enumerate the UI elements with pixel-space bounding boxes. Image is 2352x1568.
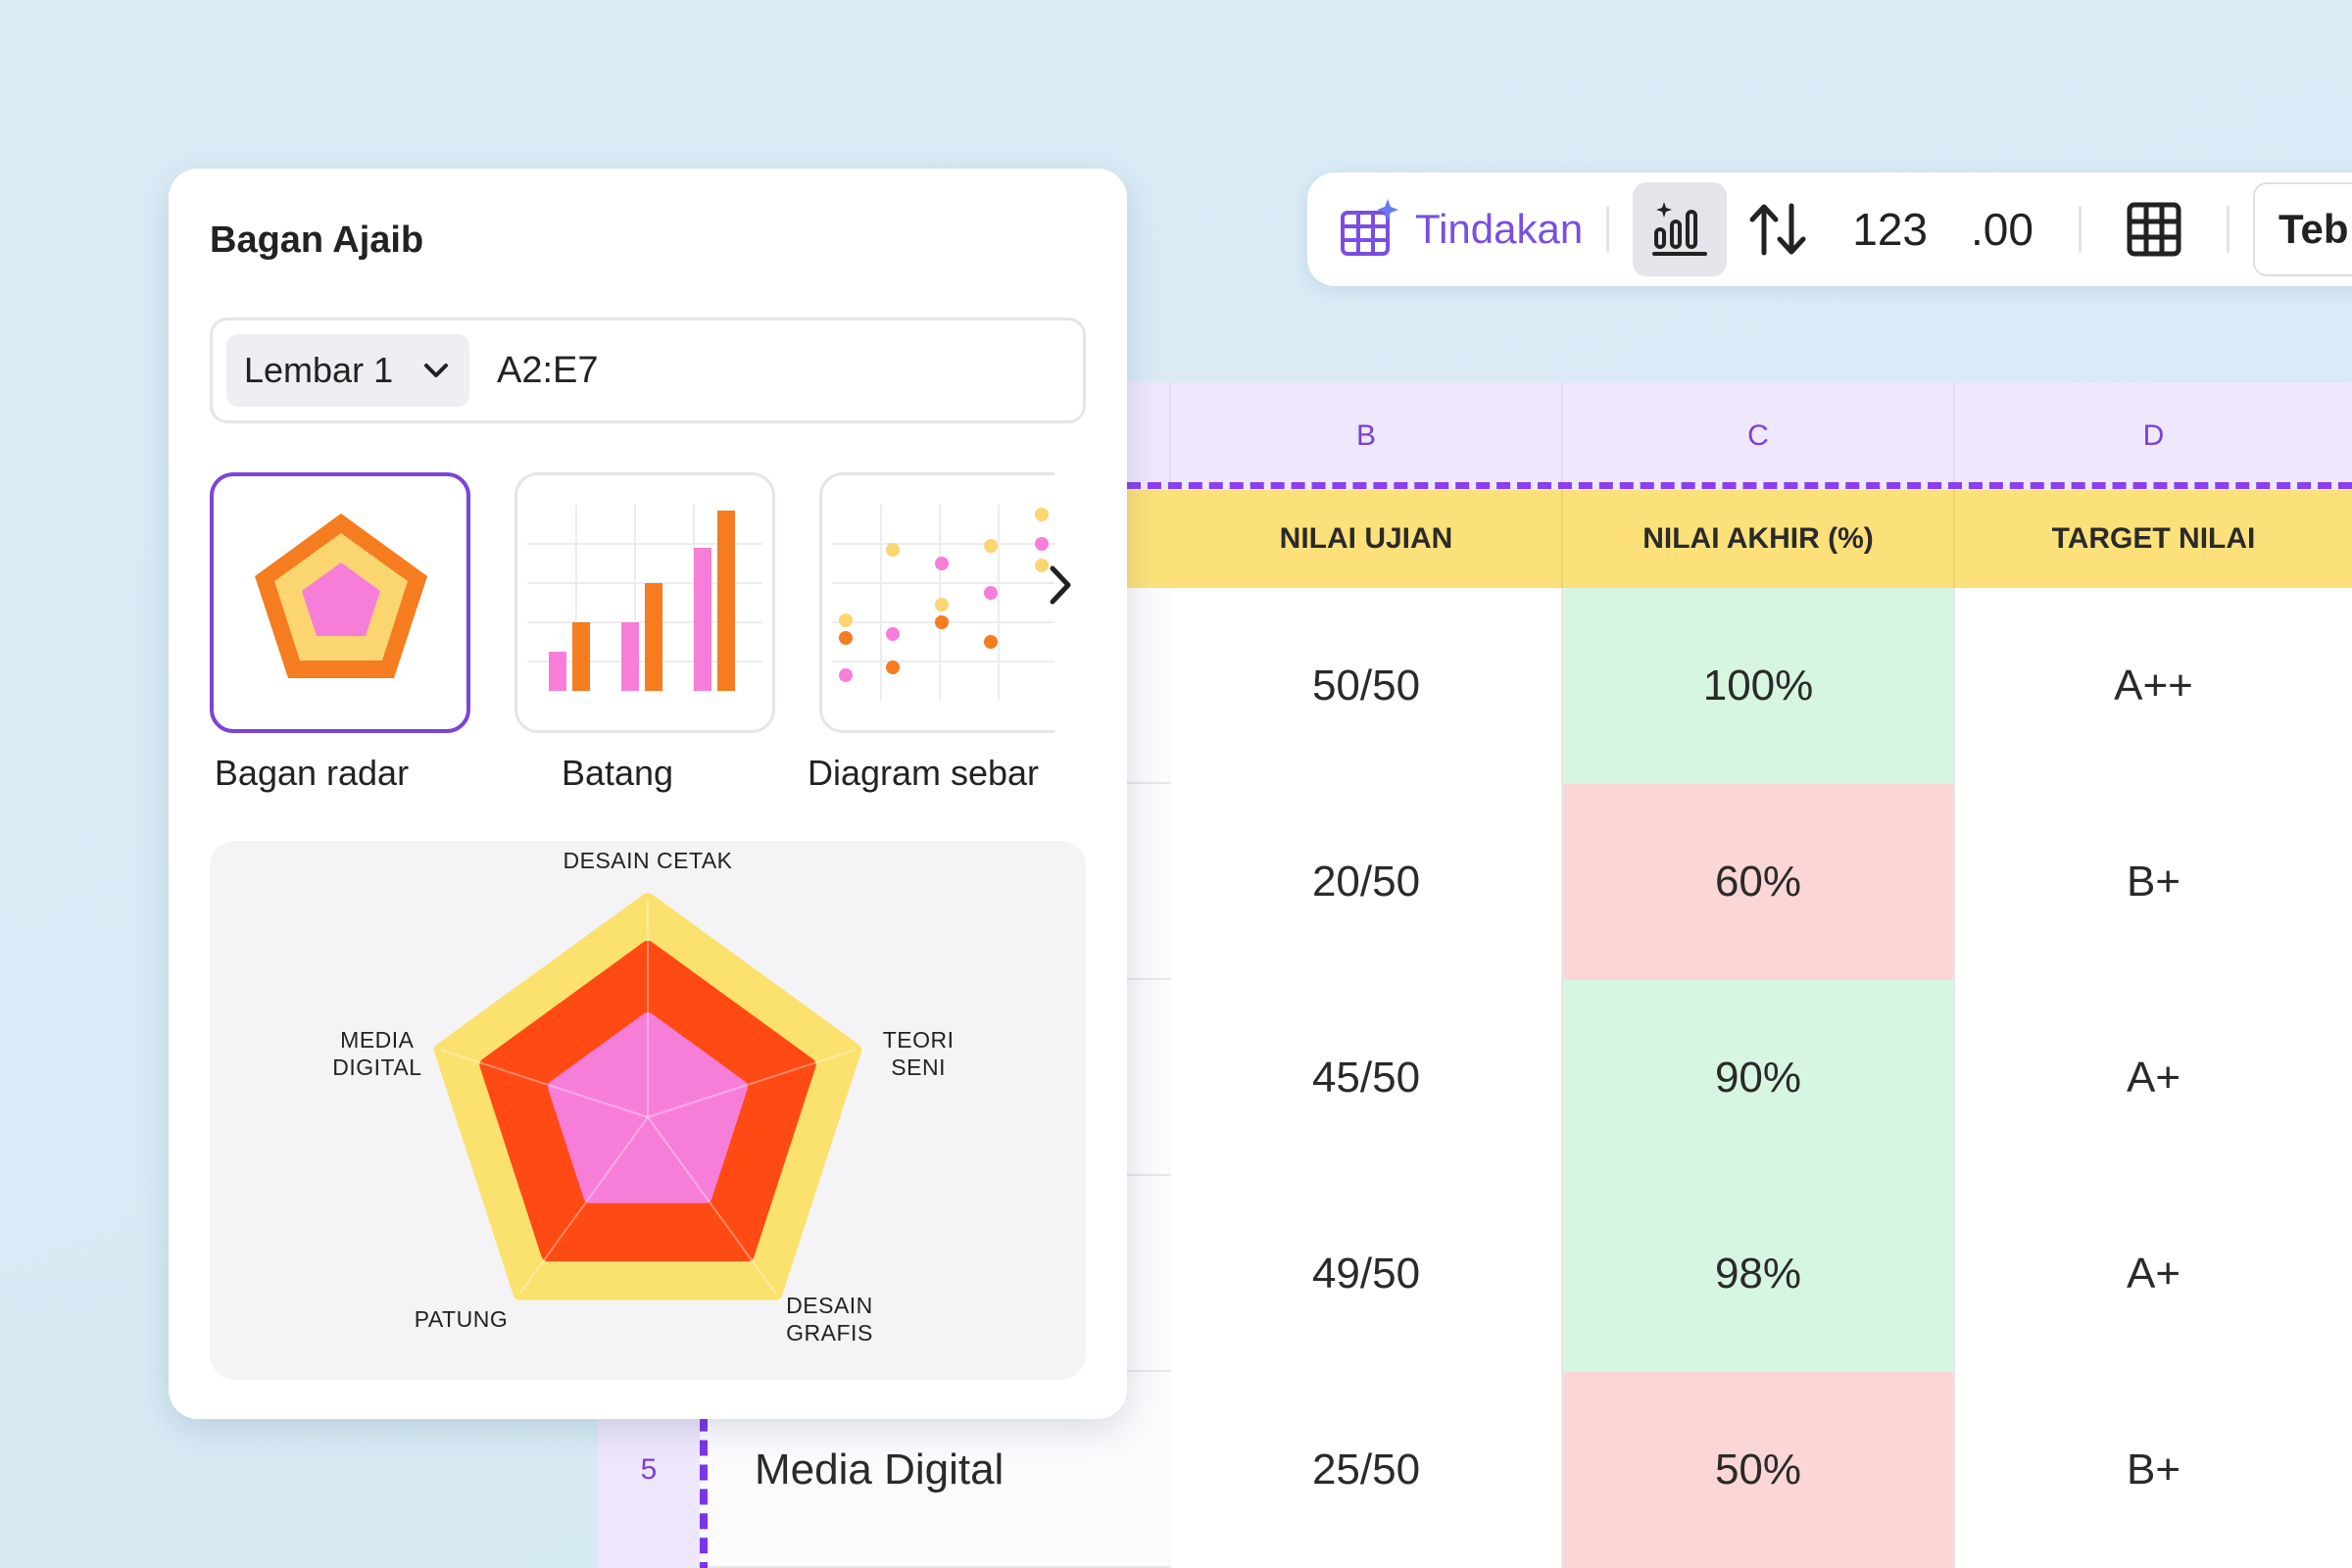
radar-axis-label: DESAIN GRAFIS <box>786 1292 873 1346</box>
bar-chart-icon <box>527 505 762 691</box>
sort-button[interactable] <box>1748 202 1809 257</box>
radar-axis-label: MEDIA DIGITAL <box>332 1027 422 1081</box>
table-row: 5 Media Digital 25/50 50% B+ <box>598 1372 2352 1568</box>
radar-spoke <box>647 1116 777 1295</box>
column-header-c[interactable]: C <box>1563 382 1955 490</box>
radar-spoke <box>647 1049 856 1118</box>
actions-button[interactable]: Tindakan <box>1339 199 1583 260</box>
decimal-format-button[interactable]: .00 <box>1970 204 2034 255</box>
floating-toolbar: Tindakan 123 .00 Teb <box>1307 172 2352 286</box>
magic-chart-panel: Bagan Ajaib Lembar 1 A2:E7 Bagan radar <box>169 169 1127 1419</box>
cell-target-nilai[interactable]: B+ <box>1955 1372 2352 1568</box>
magic-chart-icon <box>1652 202 1708 256</box>
selection-border-top <box>1127 482 2352 489</box>
table-row: 50/50 100% A++ <box>598 588 2352 784</box>
header-cell-target-nilai[interactable]: TARGET NILAI <box>2051 522 2256 555</box>
cell-nilai-ujian[interactable]: 25/50 <box>1171 1372 1563 1568</box>
table-row: 45/50 90% A+ <box>598 980 2352 1176</box>
text-button[interactable]: Teb <box>2252 182 2352 276</box>
radar-chart <box>433 893 862 1300</box>
radar-spoke <box>518 1116 649 1295</box>
chart-type-scatter[interactable] <box>819 472 1054 733</box>
radar-axis-label: TEORI SENI <box>882 1027 955 1081</box>
cell-subject[interactable]: Media Digital <box>755 1446 1004 1494</box>
cell-target-nilai[interactable]: B+ <box>1955 784 2352 980</box>
cell-nilai-akhir[interactable]: 60% <box>1563 784 1955 980</box>
scatter-chart-icon <box>832 505 1054 701</box>
radar-series-2 <box>548 1012 748 1203</box>
column-header-d[interactable]: D <box>1955 382 2352 490</box>
radar-spoke <box>440 1049 649 1118</box>
magic-table-icon <box>1341 199 1398 256</box>
number-format-button[interactable]: 123 <box>1852 204 1928 255</box>
data-range-field: Lembar 1 A2:E7 <box>210 318 1086 423</box>
chart-type-bar[interactable] <box>514 472 775 733</box>
magic-chart-button[interactable] <box>1633 182 1728 276</box>
panel-title: Bagan Ajaib <box>210 220 424 261</box>
cell-target-nilai[interactable]: A++ <box>1955 588 2352 784</box>
table-row: 20/50 60% B+ <box>598 784 2352 980</box>
chevron-down-icon <box>424 364 448 377</box>
header-cell-nilai-ujian[interactable]: NILAI UJIAN <box>1171 490 1563 588</box>
chart-type-label: Diagram sebar <box>807 753 1040 793</box>
sheet-select[interactable]: Lembar 1 <box>226 334 469 407</box>
cell-nilai-ujian[interactable]: 20/50 <box>1171 784 1563 980</box>
header-cell-nilai-akhir[interactable]: NILAI AKHIR (%) <box>1563 490 1955 588</box>
spreadsheet-grid: B C D NILAI UJIAN NILAI AKHIR (%) TARGET… <box>598 382 2352 1568</box>
table-grid-button[interactable] <box>2127 202 2181 257</box>
cell-nilai-akhir[interactable]: 90% <box>1563 980 1955 1176</box>
toolbar-divider <box>2078 206 2082 253</box>
actions-label: Tindakan <box>1415 206 1584 252</box>
grid-icon <box>2127 202 2181 257</box>
table-row: 49/50 98% A+ <box>598 1176 2352 1372</box>
toolbar-divider <box>2226 206 2230 253</box>
radar-axis-label: DESAIN CETAK <box>563 848 733 873</box>
radar-axis-label: PATUNG <box>414 1305 509 1332</box>
sort-icon <box>1749 203 1806 256</box>
chart-type-radar[interactable] <box>210 472 470 733</box>
chart-preview: DESAIN CETAK TEORI SENI DESAIN GRAFIS PATUNG M… <box>210 841 1086 1380</box>
chart-type-label: Batang <box>561 753 674 793</box>
cell-target-nilai[interactable]: A+ <box>1955 1176 2352 1372</box>
radar-chart-icon <box>255 514 427 678</box>
cell-nilai-akhir[interactable]: 98% <box>1563 1176 1955 1372</box>
selection-border-left <box>700 1343 708 1568</box>
cell-target-nilai[interactable]: A+ <box>1955 980 2352 1176</box>
cell-nilai-akhir[interactable]: 100% <box>1563 588 1955 784</box>
cell-nilai-ujian[interactable]: 49/50 <box>1171 1176 1563 1372</box>
chart-type-label: Bagan radar <box>214 753 410 793</box>
cell-nilai-akhir[interactable]: 50% <box>1563 1372 1955 1568</box>
chevron-right-icon[interactable] <box>1041 561 1080 610</box>
sheet-select-value: Lembar 1 <box>244 350 394 390</box>
toolbar-divider <box>1606 206 1610 253</box>
cell-nilai-ujian[interactable]: 50/50 <box>1171 588 1563 784</box>
cell-nilai-ujian[interactable]: 45/50 <box>1171 980 1563 1176</box>
range-input[interactable]: A2:E7 <box>497 349 599 391</box>
column-header-b[interactable]: B <box>1171 382 1563 490</box>
